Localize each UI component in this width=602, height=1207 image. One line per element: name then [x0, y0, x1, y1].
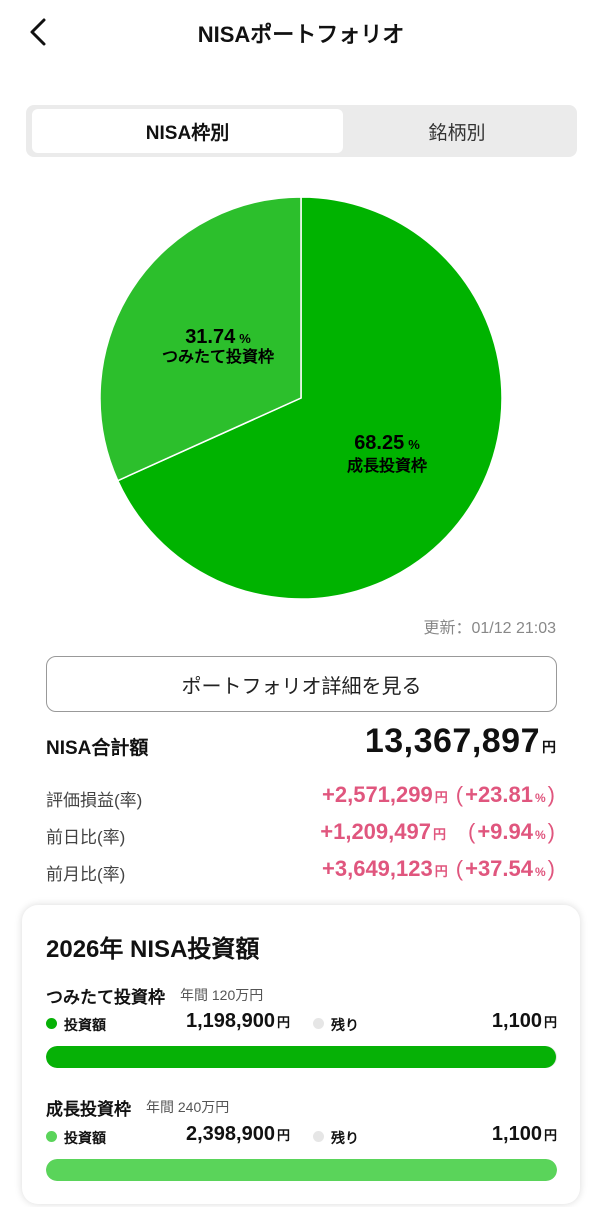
growth-progress-bar	[46, 1159, 557, 1181]
amount-unit: 円	[276, 1128, 290, 1143]
growth-remaining-amount: 1,100 円	[492, 1123, 557, 1146]
tsumitate-pct-label: 31.74%	[185, 326, 251, 348]
total-value: 13,367,897 円	[365, 722, 556, 761]
stat-pct: +23.81	[465, 782, 533, 807]
stat-pct-unit: %	[535, 865, 546, 879]
nisa-investment-card: 2026年 NISA投資額 つみたて投資枠 年間 120万円 投資額 1,198…	[22, 905, 580, 1204]
stat-unit: 円	[434, 864, 448, 879]
stat-row-valuation: 評価損益(率) +2,571,299 円 ( +23.81 % )	[46, 782, 557, 812]
allocation-pie-chart: 31.74% つみたて投資枠 68.25% 成長投資枠	[99, 196, 503, 600]
stat-values: +2,571,299 円 ( +23.81 % )	[322, 782, 557, 808]
pie-slice-tsumitate	[99, 196, 302, 482]
stat-amount: +3,649,123	[322, 856, 433, 881]
remaining-label: 残り	[331, 1017, 359, 1033]
amount-value: 1,100	[491, 1010, 542, 1032]
invested-dot-icon	[46, 1018, 57, 1029]
remaining-dot-icon	[313, 1131, 324, 1142]
paren-open: (	[455, 856, 464, 881]
amount-value: 1,100	[491, 1123, 542, 1145]
amount-unit: 円	[543, 1128, 557, 1143]
tsumitate-label: つみたて投資枠	[46, 988, 165, 1007]
growth-limit: 年間 240万円	[146, 1099, 230, 1115]
tsumitate-name-label: つみたて投資枠	[162, 347, 274, 366]
card-title: 2026年 NISA投資額	[46, 936, 260, 963]
stat-row-month: 前月比(率) +3,649,123 円 ( +37.54 % )	[46, 856, 557, 886]
stat-pct-unit: %	[535, 791, 546, 805]
growth-progress-fill	[46, 1159, 557, 1181]
growth-pct-label: 68.25%	[354, 432, 420, 454]
paren-close: )	[547, 819, 555, 844]
stat-label: 前月比(率)	[46, 865, 126, 884]
tab-by-stock[interactable]: 銘柄別	[428, 122, 486, 144]
total-amount: 13,367,897	[364, 722, 540, 760]
stat-label: 評価損益(率)	[46, 791, 143, 810]
amount-unit: 円	[276, 1015, 290, 1030]
total-label: NISA合計額	[46, 738, 149, 759]
stat-row-day: 前日比(率) +1,209,497 円 ( +9.94 % )	[46, 819, 557, 849]
stat-pct: +9.94	[477, 819, 533, 844]
chevron-left-icon[interactable]	[22, 14, 58, 50]
stat-amount: +2,571,299	[322, 782, 433, 807]
tsumitate-invested-amount: 1,198,900 円	[186, 1010, 290, 1033]
pie-slice-growth	[116, 196, 503, 600]
tab-nisa-frame[interactable]: NISA枠別	[32, 109, 343, 153]
growth-invested-amount: 2,398,900 円	[186, 1123, 290, 1146]
paren-close: )	[547, 856, 555, 881]
invested-dot-icon	[46, 1131, 57, 1142]
tsumitate-progress-bar	[46, 1046, 557, 1068]
stat-pct-unit: %	[535, 828, 546, 842]
paren-open: (	[468, 819, 476, 844]
header: NISAポートフォリオ	[0, 0, 602, 64]
stat-unit: 円	[434, 790, 448, 805]
segmented-control: NISA枠別 銘柄別	[26, 105, 577, 157]
amount-unit: 円	[543, 1015, 557, 1030]
growth-label: 成長投資枠	[46, 1100, 131, 1119]
remaining-dot-icon	[313, 1018, 324, 1029]
stat-values: +1,209,497 円 ( +9.94 % )	[320, 819, 557, 845]
amount-value: 2,398,900	[186, 1123, 275, 1145]
stat-pct: +37.54	[465, 856, 533, 881]
paren-close: )	[547, 782, 555, 807]
tsumitate-remaining-amount: 1,100 円	[492, 1010, 557, 1033]
portfolio-detail-button[interactable]: ポートフォリオ詳細を見る	[46, 656, 557, 712]
stat-amount: +1,209,497	[320, 819, 431, 844]
page-title: NISAポートフォリオ	[197, 22, 405, 47]
stat-label: 前日比(率)	[46, 828, 126, 847]
tsumitate-progress-fill	[46, 1046, 557, 1068]
tsumitate-limit: 年間 120万円	[180, 987, 264, 1003]
growth-name-label: 成長投資枠	[347, 456, 427, 475]
remaining-label: 残り	[331, 1130, 359, 1146]
stat-values: +3,649,123 円 ( +37.54 % )	[322, 856, 557, 882]
stat-unit: 円	[432, 827, 446, 842]
paren-open: (	[455, 782, 464, 807]
invested-label: 投資額	[64, 1017, 106, 1033]
invested-label: 投資額	[64, 1130, 106, 1146]
amount-value: 1,198,900	[186, 1010, 275, 1032]
updated-timestamp: 更新：01/12 21:03	[423, 620, 556, 637]
total-unit: 円	[542, 739, 556, 755]
